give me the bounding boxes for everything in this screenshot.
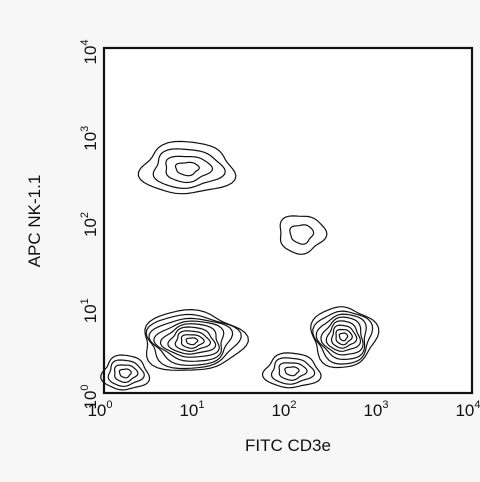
contour-line — [278, 362, 308, 381]
contour-line — [338, 332, 349, 342]
contour-line — [159, 323, 220, 358]
contour-line — [107, 359, 145, 387]
y-axis-label: APC NK-1.1 — [25, 175, 44, 268]
contour-line — [152, 148, 226, 189]
x-axis-ticks: 100 101 102 103 104 — [87, 399, 480, 420]
x-tick-label: 102 — [271, 399, 296, 420]
contour-line — [289, 224, 315, 245]
contour-line — [320, 316, 364, 356]
contour-line — [279, 215, 328, 255]
x-axis-label: FITC CD3e — [245, 436, 331, 455]
plot-frame — [102, 46, 474, 395]
contour-line — [153, 320, 225, 362]
contour-line — [270, 357, 316, 385]
contour-line — [100, 354, 151, 391]
contour-line — [325, 320, 362, 352]
y-tick-label: 104 — [79, 39, 100, 64]
y-tick-label: 102 — [79, 212, 100, 237]
y-axis-ticks: 100 101 102 103 104 — [79, 39, 100, 409]
contour-line — [114, 364, 139, 383]
x-tick-label: 104 — [455, 399, 480, 420]
contour-line — [310, 306, 380, 369]
y-tick-label: 101 — [79, 298, 100, 323]
contour-line — [180, 334, 205, 349]
contour-line — [118, 368, 132, 379]
plot-background — [104, 48, 472, 393]
contour-line — [315, 313, 367, 360]
x-tick-label: 103 — [363, 399, 388, 420]
y-tick-label: 103 — [79, 126, 100, 151]
contour-line — [185, 337, 199, 346]
contour-line — [174, 161, 200, 177]
contour-line — [330, 324, 358, 349]
contour-line — [167, 326, 217, 355]
contour-line — [312, 310, 374, 365]
contour-line — [284, 366, 300, 377]
x-tick-label: 101 — [179, 399, 204, 420]
contour-line — [145, 313, 242, 370]
contour-line — [335, 328, 353, 346]
contour-line — [174, 330, 212, 352]
contour-line — [165, 155, 214, 184]
contour-line — [148, 317, 234, 366]
x-tick-label: 100 — [87, 399, 112, 420]
contour-line — [137, 140, 237, 195]
contour-line — [144, 309, 249, 371]
y-tick-label: 100 — [79, 384, 100, 409]
contour-line — [262, 352, 322, 389]
contour-lines — [100, 140, 380, 391]
